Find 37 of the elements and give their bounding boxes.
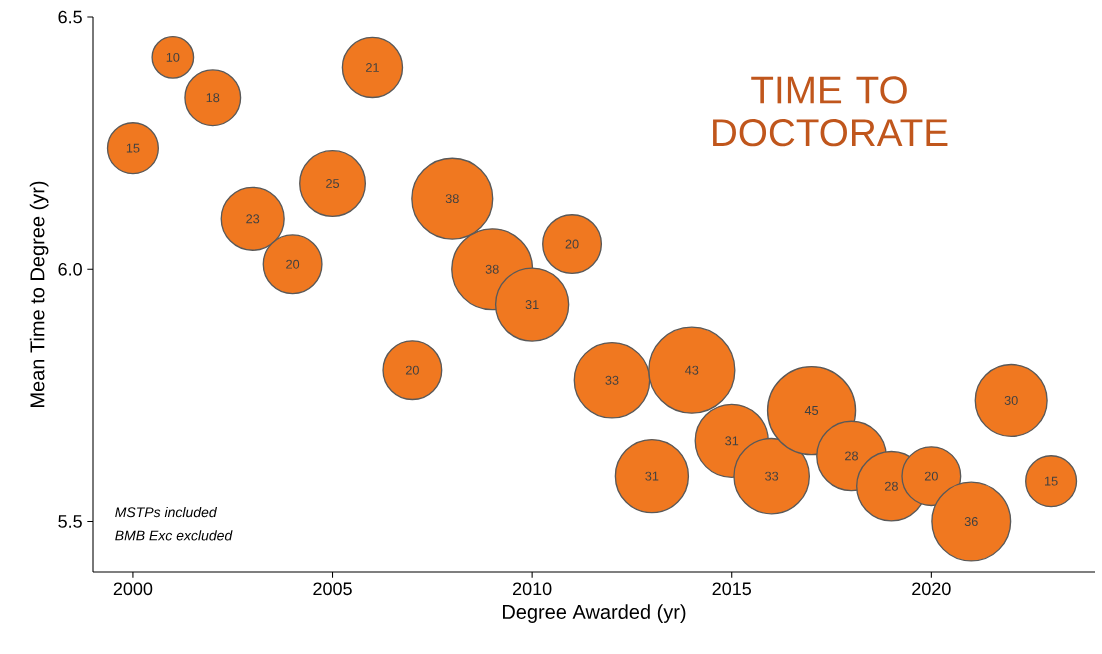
data-label: 20: [405, 365, 419, 375]
x-axis-title: Degree Awarded (yr): [503, 604, 686, 623]
data-label: 33: [605, 375, 619, 385]
data-label: 20: [286, 259, 300, 269]
data-label: 28: [845, 451, 858, 461]
data-label: 45: [804, 406, 819, 415]
data-label: 15: [126, 143, 140, 153]
data-label: 30: [1004, 395, 1018, 405]
x-tick-label: 2000: [113, 582, 153, 596]
x-tick-label: 2005: [313, 582, 352, 596]
x-tick-label: 2015: [712, 582, 751, 596]
data-label: 21: [366, 63, 379, 72]
data-label: 18: [206, 93, 220, 103]
data-label: 31: [725, 436, 739, 446]
data-label: 31: [525, 300, 539, 310]
annotation: MSTPs included: [115, 506, 218, 518]
data-label: 43: [685, 365, 699, 375]
data-label: 10: [166, 52, 180, 62]
annotation: BMB Exc excluded: [115, 530, 233, 541]
data-label: 23: [246, 214, 260, 224]
data-label: 33: [765, 471, 779, 481]
y-tick-label: 6.0: [58, 262, 82, 276]
x-tick-label: 2010: [513, 582, 552, 596]
data-label: 31: [645, 471, 659, 481]
y-tick-label: 5.5: [58, 515, 82, 528]
data-label: 20: [565, 239, 579, 249]
x-tick-label: 2020: [912, 582, 951, 596]
data-label: 38: [445, 194, 459, 204]
data-label: 25: [326, 179, 340, 188]
data-label: 20: [924, 471, 938, 481]
data-label: 15: [1045, 476, 1058, 486]
data-label: 38: [485, 264, 499, 274]
data-label: 28: [885, 481, 898, 491]
y-tick-label: 6.5: [58, 10, 82, 24]
text: TIME TO DOCTORATE: [713, 76, 948, 147]
y-axis-title: Mean Time to Degree (yr): [29, 181, 49, 407]
data-label: 36: [964, 517, 978, 527]
